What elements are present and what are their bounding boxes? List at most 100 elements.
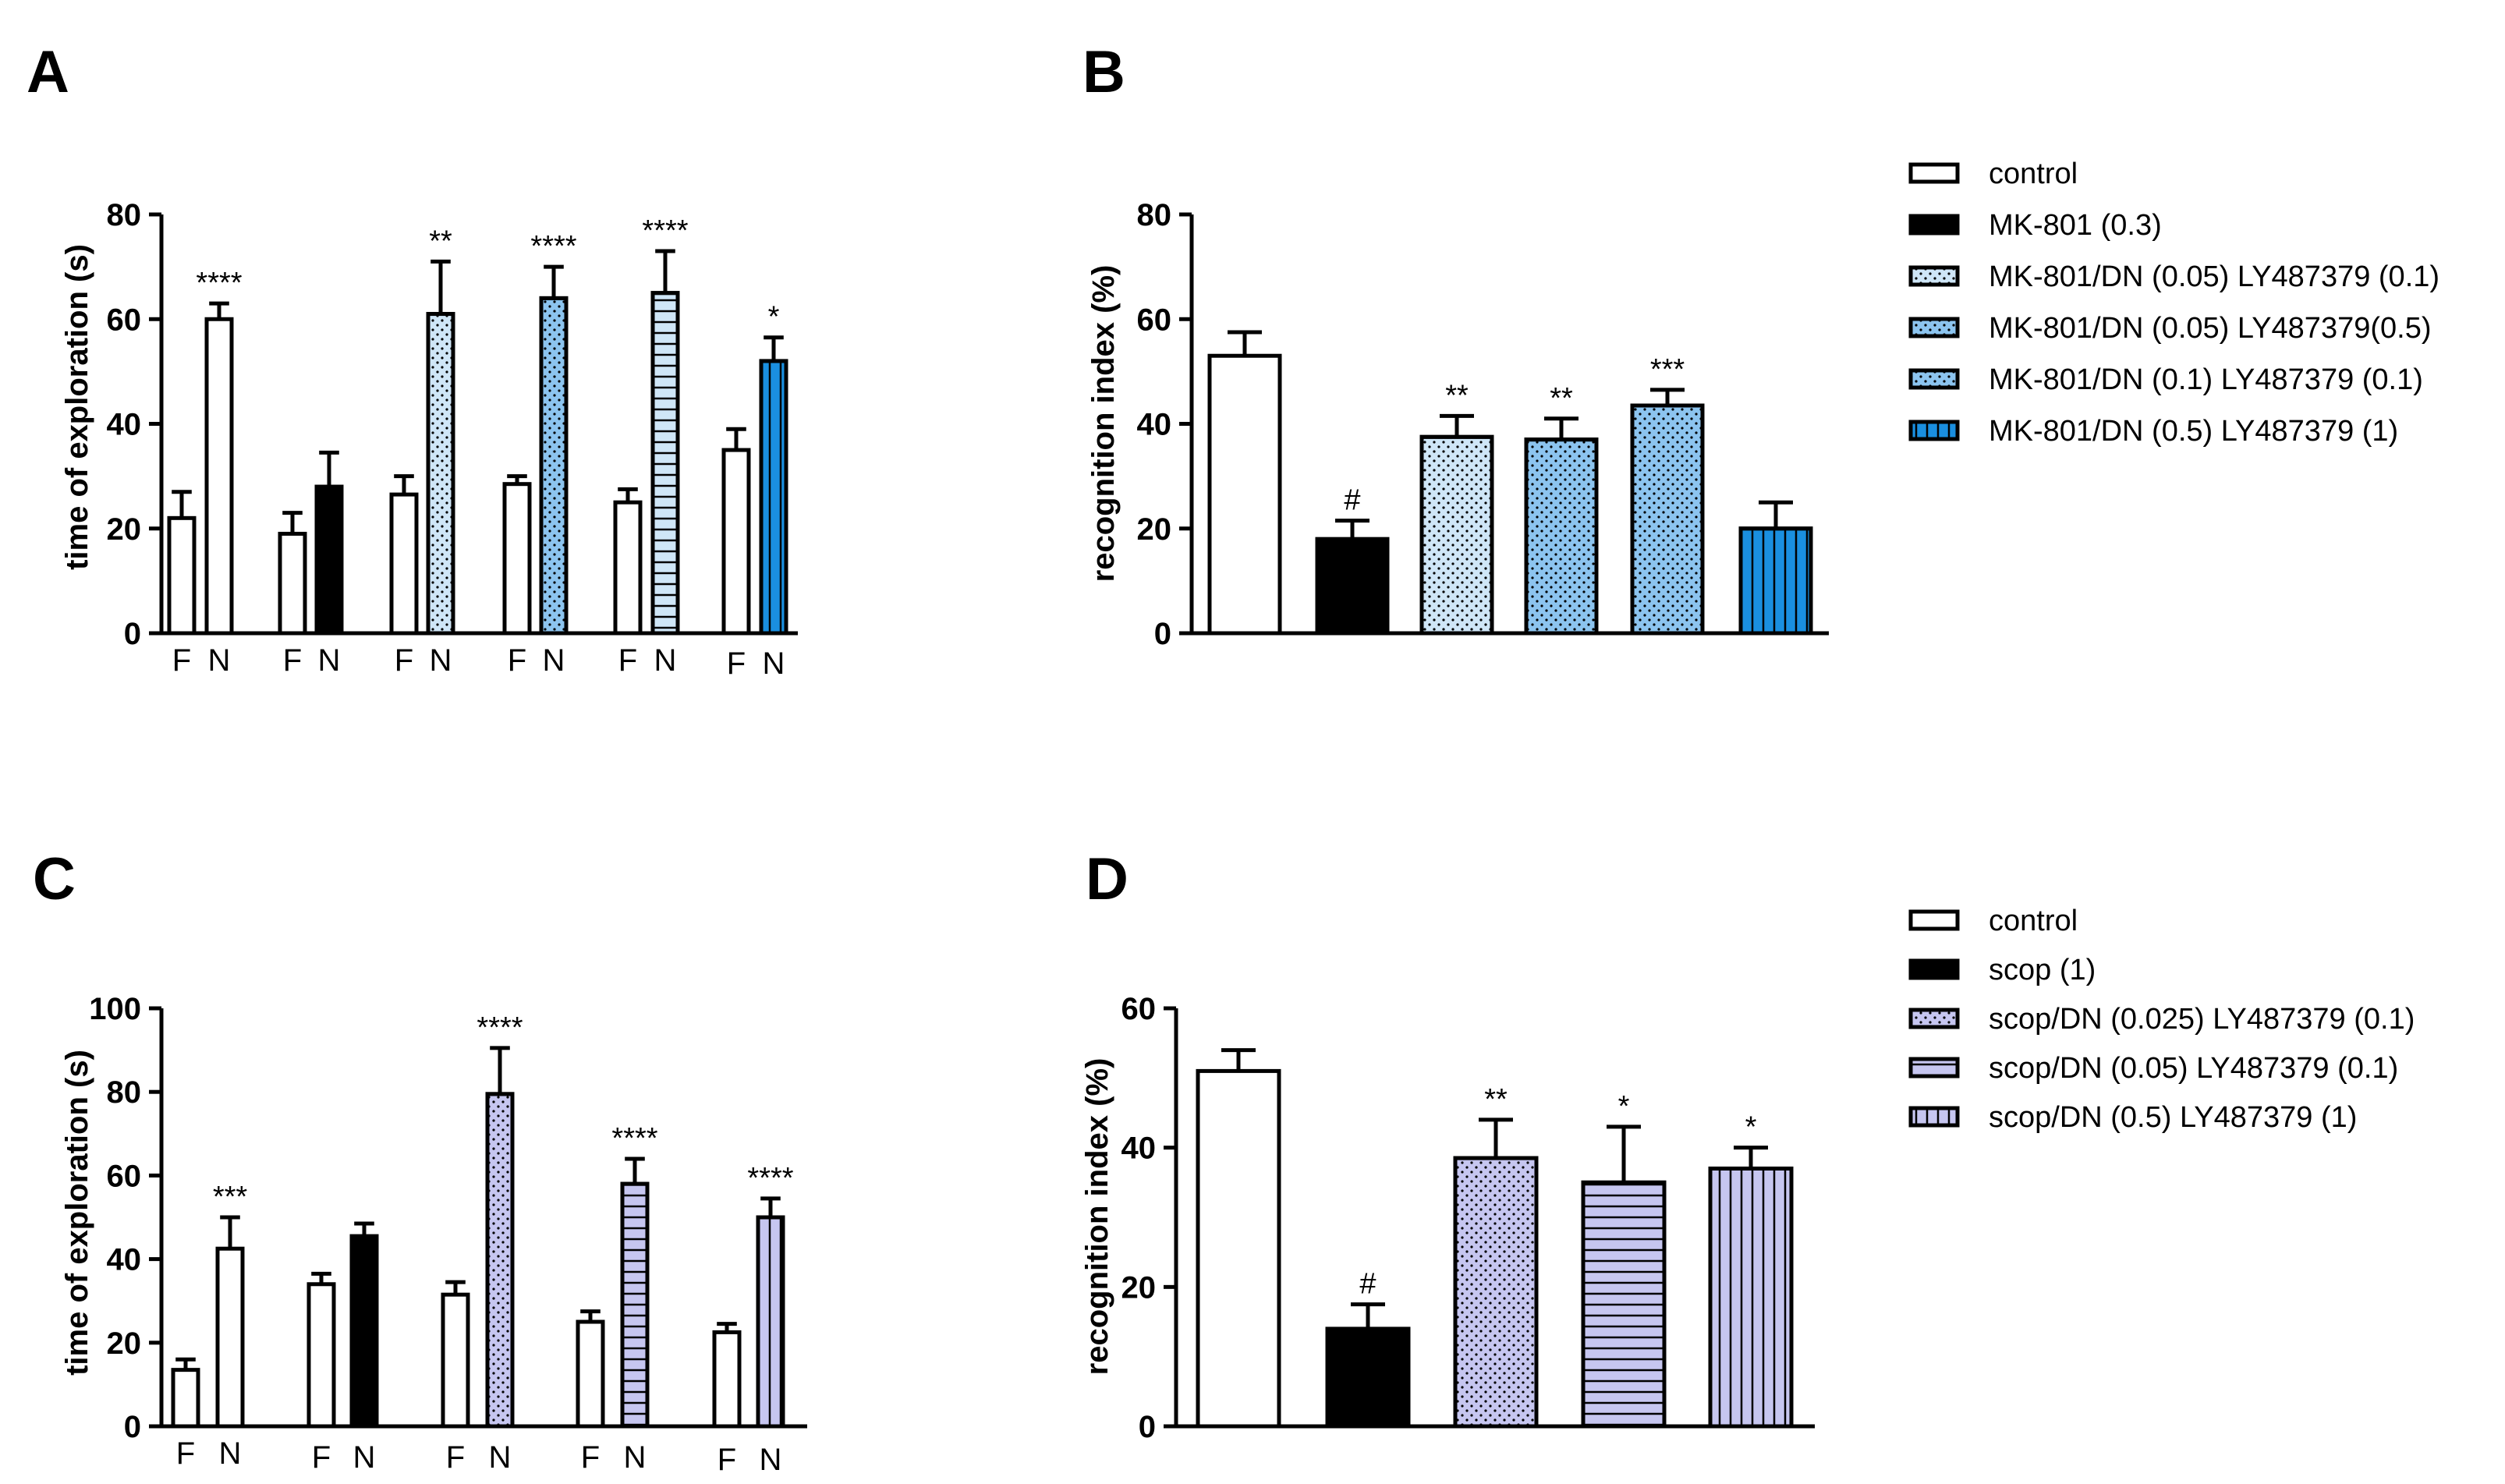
panel-d-legend-label: scop/DN (0.05) LY487379 (0.1)	[1989, 1052, 2398, 1085]
panel-c-bar	[712, 1330, 742, 1429]
panel-a-category-label: N	[543, 643, 565, 678]
panel-d-legend-label: scop (1)	[1989, 954, 2096, 986]
panel-d-bar-pattern	[1583, 1182, 1664, 1426]
panel-c-bar	[306, 1282, 336, 1429]
panel-a-significance-label: ****	[530, 230, 576, 263]
panel-a-category-label: F	[727, 646, 746, 681]
panel-c-category-label: F	[446, 1440, 465, 1475]
panel-a-y-tick-label: 20	[107, 512, 142, 547]
panel-b-legend-label: MK-801/DN (0.5) LY487379 (1)	[1989, 415, 2398, 448]
panel-a-bar	[613, 500, 643, 636]
panel-a-category-label: N	[654, 643, 677, 678]
panel-a-y-tick-label: 80	[107, 198, 142, 232]
panel-d-legend-swatch-pattern	[1911, 1010, 1958, 1027]
panel-c-bar	[441, 1292, 470, 1429]
panel-b-y-tick-label: 20	[1137, 512, 1172, 547]
panel-b-legend-swatch-outline	[1908, 368, 1960, 390]
panel-c-significance-label: ****	[611, 1122, 657, 1155]
panel-c-bar	[349, 1234, 379, 1429]
panel-c-category-label: F	[312, 1440, 331, 1475]
panel-b-y-tick-label: 60	[1137, 303, 1172, 337]
panel-b-legend-swatch	[1908, 214, 1960, 236]
panel-b-legend-swatch-outline	[1908, 265, 1960, 287]
panel-d-legend-label: control	[1989, 905, 2078, 937]
panel-a-category-label: N	[318, 643, 341, 678]
panel-a-bar-pattern	[428, 313, 453, 633]
panel-a-letter: A	[27, 39, 69, 105]
panel-d-letter: D	[1086, 846, 1128, 912]
panel-d-legend: control scop (1) scop/DN (0.025) LY487379 …	[1908, 905, 2415, 1134]
panel-a-category-label: F	[172, 643, 191, 678]
panel-c-bar-pattern	[622, 1184, 647, 1426]
panel-d-bar-pattern	[1455, 1158, 1536, 1426]
panel-b-legend-swatch-pattern	[1911, 370, 1958, 388]
panel-b-y-axis-title: recognition index (%)	[1086, 265, 1121, 583]
panel-d-significance-label: *	[1745, 1111, 1757, 1144]
panel-c-y-tick-label: 20	[107, 1326, 142, 1361]
panel-b-y-tick-label: 80	[1137, 198, 1172, 232]
panel-c-y-tick-label: 40	[107, 1243, 142, 1277]
panel-d-y-tick-label: 40	[1121, 1132, 1157, 1166]
panel-a-category-label: F	[508, 643, 526, 678]
panel-c-category-label: N	[624, 1440, 647, 1475]
panel-d-y-tick-label: 60	[1121, 992, 1157, 1026]
panel-d-significance-label: *	[1618, 1090, 1630, 1123]
panel-a-y-tick-label: 40	[107, 408, 142, 442]
panel-c-category-label: N	[489, 1440, 512, 1475]
panel-c-category-label: N	[353, 1440, 376, 1475]
panel-d-legend-swatch-pattern	[1911, 1059, 1958, 1076]
panel-d-significance-label: #	[1359, 1268, 1376, 1301]
panel-a-significance-label: ****	[642, 214, 688, 247]
panel-b-bar-pattern	[1632, 406, 1702, 633]
panel-a-bar-pattern	[541, 298, 566, 633]
panel-b-legend-label: MK-801/DN (0.05) LY487379(0.5)	[1989, 312, 2431, 345]
panel-c-bar-pattern	[758, 1217, 783, 1426]
panel-b-legend-swatch-outline	[1908, 317, 1960, 338]
panel-b-significance-label: **	[1445, 379, 1469, 412]
panel-b-legend-label: MK-801/DN (0.05) LY487379 (0.1)	[1989, 260, 2439, 293]
panel-b-bar	[1207, 353, 1282, 636]
panel-b-significance-label: #	[1344, 484, 1360, 517]
panel-a-bar	[314, 484, 344, 636]
panel-b-legend: control MK-801 (0.3) MK-801/DN (0.05) LY48…	[1908, 158, 2439, 448]
panel-c-category-label: N	[760, 1443, 782, 1477]
panel-b-bar-pattern	[1422, 437, 1492, 633]
panel-a-significance-label: ****	[196, 267, 242, 299]
panel-a-bar-pattern	[653, 292, 678, 633]
panel-a-significance-label: *	[768, 301, 780, 334]
panel-c-significance-label: ***	[213, 1181, 248, 1213]
panel-a-y-tick-label: 60	[107, 303, 142, 337]
panel-c-y-tick-label: 100	[89, 992, 141, 1026]
panel-c-y-tick-label: 60	[107, 1159, 142, 1193]
panel-b-bar-pattern	[1526, 439, 1596, 633]
panel-d-y-tick-label: 20	[1121, 1270, 1157, 1305]
panel-d-legend-label: scop/DN (0.5) LY487379 (1)	[1989, 1101, 2357, 1134]
panel-d-legend-swatch	[1908, 958, 1960, 980]
panel-a-bar-pattern	[761, 360, 786, 633]
panel-c-bar-pattern	[487, 1093, 512, 1426]
panel-a-category-label: F	[618, 643, 637, 678]
panel-a-category-label: F	[395, 643, 413, 678]
panel-b-legend-swatch	[1908, 162, 1960, 184]
panel-d-y-tick-label: 0	[1139, 1410, 1156, 1444]
panel-d-bar-pattern	[1710, 1168, 1791, 1426]
panel-b-significance-label: ***	[1650, 353, 1685, 386]
panel-b-significance-label: **	[1550, 382, 1573, 415]
panel-a-bar	[204, 317, 234, 636]
panel-a-category-label: N	[430, 643, 452, 678]
panel-b-y-tick-label: 0	[1154, 617, 1171, 651]
panel-b-legend-swatch-pattern	[1911, 319, 1958, 336]
panel-d-bar	[1325, 1326, 1411, 1429]
panel-c-y-axis-title: time of exploration (s)	[60, 1050, 94, 1376]
panel-a-category-label: N	[208, 643, 231, 678]
panel-d-bar	[1196, 1068, 1281, 1429]
panel-b-legend-swatch-pattern	[1911, 422, 1958, 439]
panel-c-significance-label: ****	[747, 1162, 793, 1195]
panel-a-bar	[278, 531, 307, 636]
panel-d-legend-label: scop/DN (0.025) LY487379 (0.1)	[1989, 1003, 2415, 1036]
panel-b-legend-swatch-outline	[1908, 420, 1960, 441]
